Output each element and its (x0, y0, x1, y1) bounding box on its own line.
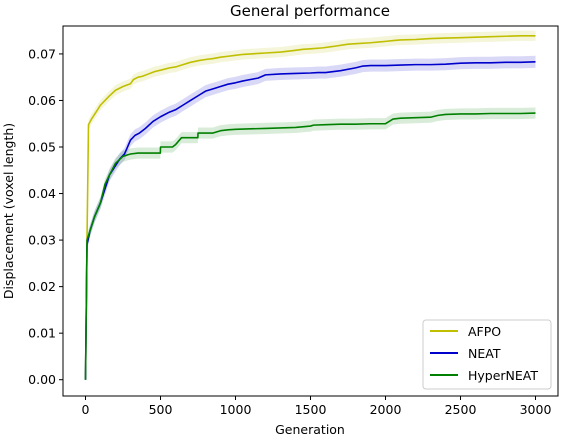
x-tick-label: 0 (82, 402, 90, 417)
y-tick-label: 0.06 (28, 93, 56, 108)
x-tick-label: 1000 (220, 402, 252, 417)
y-tick-label: 0.05 (28, 140, 56, 155)
x-tick-label: 500 (149, 402, 173, 417)
series-lines (84, 34, 536, 380)
series-line-afpo (84, 34, 536, 380)
x-axis-ticks: 0 500 1000 1500 2000 2500 3000 (82, 396, 552, 417)
legend-box (422, 319, 552, 390)
y-tick-label: 0.01 (28, 326, 56, 341)
x-tick-label: 2000 (370, 402, 402, 417)
y-tick-label: 0.04 (28, 186, 56, 201)
y-tick-label: 0.03 (28, 233, 56, 248)
legend-label-hyperneat: HyperNEAT (468, 368, 538, 383)
legend-label-afpo: AFPO (468, 324, 501, 339)
y-axis-ticks: 0.00 0.01 0.02 0.03 0.04 0.05 0.06 0.07 (28, 46, 63, 387)
legend-label-neat: NEAT (468, 346, 501, 361)
chart-title: General performance (230, 2, 390, 20)
x-tick-label: 3000 (520, 402, 552, 417)
y-tick-label: 0.07 (28, 46, 56, 61)
x-tick-label: 2500 (445, 402, 477, 417)
legend: AFPO NEAT HyperNEAT (422, 319, 552, 390)
y-tick-label: 0.00 (28, 372, 56, 387)
y-tick-label: 0.02 (28, 279, 56, 294)
x-tick-label: 1500 (295, 402, 327, 417)
series-line-hyperneat (84, 112, 536, 380)
y-axis-label: Displacement (voxel length) (1, 123, 16, 299)
x-axis-label: Generation (275, 422, 345, 436)
